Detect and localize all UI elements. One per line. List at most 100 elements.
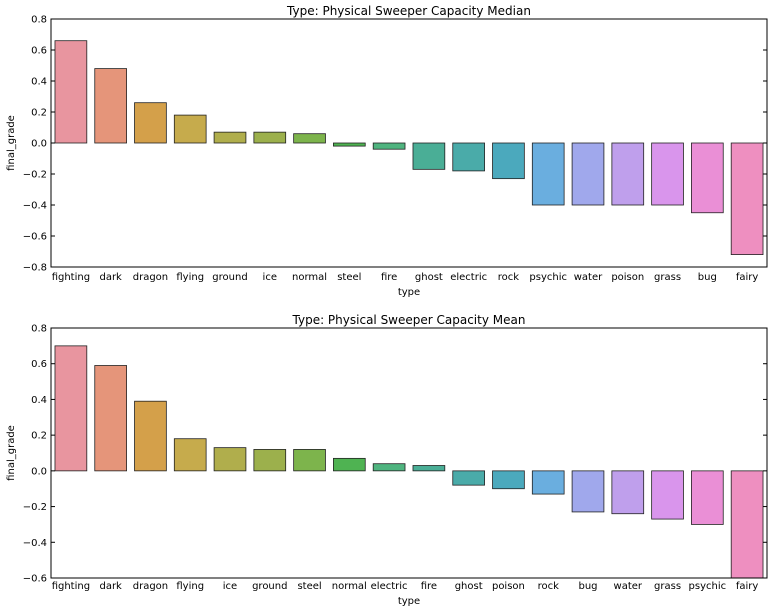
x-tick-label-steel: steel — [337, 272, 361, 283]
bar-dragon — [134, 102, 167, 144]
bar-dark — [94, 68, 127, 144]
bar-fairy — [730, 470, 764, 579]
bar-dragon — [134, 400, 167, 472]
x-tick-label-fire: fire — [381, 272, 397, 283]
y-tick-label: 0.4 — [31, 77, 47, 88]
bar-steel — [333, 142, 366, 147]
y-tick-label: −0.2 — [23, 170, 47, 181]
bar-fairy — [730, 142, 764, 255]
x-tick-label-ground: ground — [212, 272, 247, 283]
bar-rock — [531, 470, 565, 495]
x-tick-label-poison: poison — [492, 581, 525, 592]
x-tick-label-normal: normal — [292, 272, 327, 283]
bar-steel — [293, 449, 326, 472]
y-tick-label: 0.0 — [31, 139, 47, 150]
x-tick-label-grass: grass — [654, 272, 681, 283]
x-tick-label-steel: steel — [297, 581, 321, 592]
median-chart: Type: Physical Sweeper Capacity Median 0.… — [6, 4, 768, 298]
bar-water — [571, 142, 605, 206]
x-tick-label-fairy: fairy — [736, 581, 759, 592]
bar-bug — [691, 142, 724, 214]
bar-poison — [492, 470, 525, 490]
chart-title: Type: Physical Sweeper Capacity Median — [286, 4, 531, 18]
y-tick-label: 0.6 — [31, 359, 47, 370]
y-tick-label: 0.2 — [31, 108, 47, 119]
x-tick-label-bug: bug — [578, 581, 597, 592]
bar-ground — [213, 131, 247, 144]
plot-frame — [50, 327, 768, 579]
x-tick-label-electric: electric — [450, 272, 487, 283]
bar-psychic — [531, 142, 565, 206]
x-tick-label-flying: flying — [176, 581, 204, 592]
y-axis-label: final_grade — [6, 115, 17, 171]
bar-fighting — [54, 40, 88, 144]
bar-ghost — [452, 470, 485, 486]
y-tick-label: −0.2 — [23, 502, 47, 513]
bar-water — [611, 470, 645, 515]
bar-electric — [372, 463, 406, 472]
x-tick-label-dragon: dragon — [133, 272, 168, 283]
x-tick-label-fighting: fighting — [52, 272, 90, 283]
mean-chart: Type: Physical Sweeper Capacity Mean 0.8 0… — [6, 313, 768, 607]
bar-ghost — [412, 142, 446, 170]
x-tick-label-fire: fire — [421, 581, 437, 592]
y-tick-label: 0.8 — [31, 324, 47, 335]
x-tick-label-ghost: ghost — [455, 581, 483, 592]
x-tick-label-dragon: dragon — [133, 581, 168, 592]
bar-dark — [94, 365, 127, 472]
y-tick-label: −0.6 — [23, 232, 47, 243]
x-tick-label-normal: normal — [332, 581, 367, 592]
x-tick-label-electric: electric — [371, 581, 408, 592]
x-tick-label-water: water — [614, 581, 643, 592]
bar-grass — [651, 470, 684, 520]
x-tick-label-dark: dark — [99, 272, 122, 283]
y-tick-label: −0.8 — [23, 263, 47, 274]
x-tick-label-dark: dark — [99, 581, 122, 592]
y-axis-label: final_grade — [6, 425, 17, 481]
bar-psychic — [691, 470, 724, 525]
bar-normal — [333, 457, 366, 472]
bar-bug — [571, 470, 605, 513]
x-tick-label-rock: rock — [498, 272, 520, 283]
x-tick-label-ice: ice — [223, 581, 237, 592]
x-tick-label-ice: ice — [263, 272, 277, 283]
bar-ice — [253, 131, 287, 144]
y-tick-label: −0.6 — [23, 574, 47, 585]
x-tick-label-psychic: psychic — [529, 272, 567, 283]
bar-electric — [452, 142, 485, 172]
x-axis-label: type — [398, 287, 420, 298]
x-tick-label-grass: grass — [654, 581, 681, 592]
bar-normal — [293, 133, 326, 144]
bar-grass — [651, 142, 684, 206]
x-tick-label-rock: rock — [538, 581, 560, 592]
x-tick-label-psychic: psychic — [689, 581, 727, 592]
x-tick-label-poison: poison — [611, 272, 644, 283]
x-tick-label-bug: bug — [698, 272, 717, 283]
x-tick-label-fighting: fighting — [52, 581, 90, 592]
bar-flying — [173, 438, 207, 472]
x-tick-label-ground: ground — [252, 581, 287, 592]
bar-ice — [213, 447, 247, 472]
y-tick-label: 0.8 — [31, 15, 47, 26]
x-axis-label: type — [398, 596, 420, 607]
y-tick-label: −0.4 — [23, 201, 47, 212]
bar-rock — [492, 142, 525, 180]
y-tick-label: 0.6 — [31, 46, 47, 57]
x-tick-label-fairy: fairy — [736, 272, 759, 283]
x-tick-label-flying: flying — [176, 272, 204, 283]
bar-poison — [611, 142, 645, 206]
bar-fire — [372, 142, 406, 150]
bar-fighting — [54, 345, 88, 472]
x-tick-label-ghost: ghost — [415, 272, 443, 283]
bar-ground — [253, 449, 287, 472]
y-tick-label: 0.4 — [31, 395, 47, 406]
y-tick-label: 0.2 — [31, 431, 47, 442]
y-tick-label: −0.4 — [23, 538, 47, 549]
bar-flying — [173, 114, 207, 144]
x-tick-label-water: water — [574, 272, 603, 283]
bar-fire — [412, 465, 446, 472]
y-tick-label: 0.0 — [31, 466, 47, 477]
chart-title: Type: Physical Sweeper Capacity Mean — [292, 313, 526, 327]
